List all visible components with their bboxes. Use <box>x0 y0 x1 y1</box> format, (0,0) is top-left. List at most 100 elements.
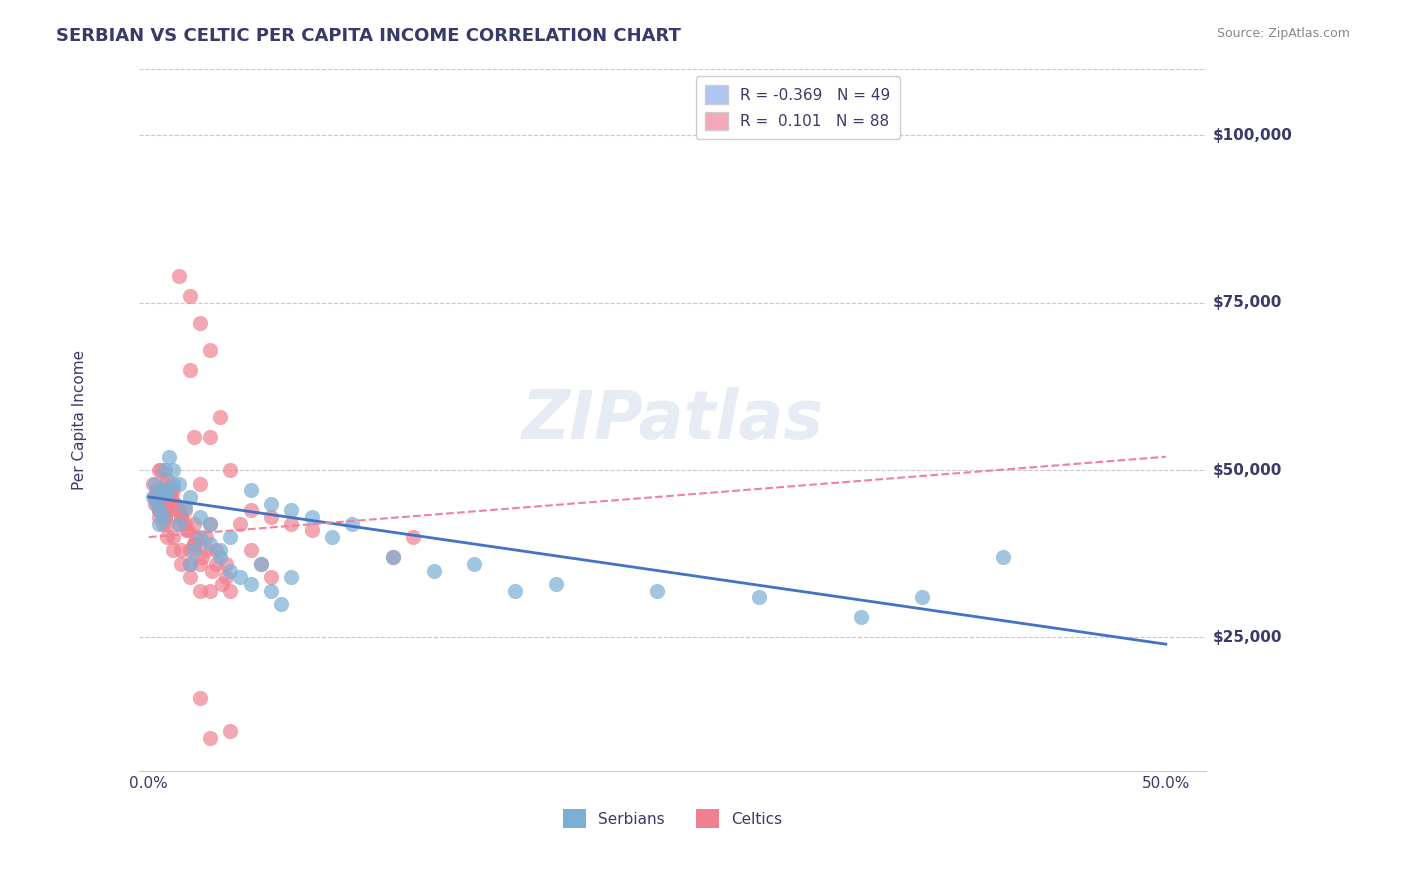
Point <box>183 537 205 551</box>
Point <box>179 289 201 303</box>
Point <box>179 557 201 571</box>
Point <box>260 497 283 511</box>
Point <box>156 530 179 544</box>
Point <box>143 490 166 504</box>
Point <box>146 483 169 498</box>
Point <box>188 530 211 544</box>
Point <box>166 503 188 517</box>
Point <box>402 530 425 544</box>
Point <box>157 450 180 464</box>
Point <box>156 503 179 517</box>
Point <box>170 510 193 524</box>
Point <box>157 483 180 498</box>
Point <box>183 543 205 558</box>
Point <box>301 510 323 524</box>
Point <box>170 510 193 524</box>
Point <box>183 430 205 444</box>
Point <box>260 510 283 524</box>
Point <box>153 463 176 477</box>
Text: $75,000: $75,000 <box>1212 295 1282 310</box>
Point <box>169 516 191 531</box>
Point <box>160 490 183 504</box>
Text: Source: ZipAtlas.com: Source: ZipAtlas.com <box>1216 27 1350 40</box>
Point <box>179 543 201 558</box>
Point <box>162 463 184 477</box>
Point <box>148 510 170 524</box>
Point <box>170 557 193 571</box>
Point <box>183 537 205 551</box>
Point <box>229 516 252 531</box>
Point <box>208 409 231 424</box>
Point <box>152 490 174 504</box>
Point <box>156 486 179 500</box>
Point <box>143 476 166 491</box>
Point <box>179 557 201 571</box>
Point <box>184 530 207 544</box>
Point <box>179 490 201 504</box>
Point <box>201 564 224 578</box>
Point <box>205 557 228 571</box>
Point <box>174 503 197 517</box>
Point <box>503 583 526 598</box>
Point <box>188 557 211 571</box>
Point <box>150 503 173 517</box>
Point <box>148 463 170 477</box>
Point <box>321 530 343 544</box>
Point <box>647 583 669 598</box>
Point <box>301 524 323 538</box>
Text: $50,000: $50,000 <box>1212 463 1282 477</box>
Point <box>165 497 187 511</box>
Point <box>157 497 180 511</box>
Point <box>153 510 176 524</box>
Point <box>198 516 221 531</box>
Point <box>156 516 179 531</box>
Text: Per Capita Income: Per Capita Income <box>73 350 87 490</box>
Point <box>179 570 201 584</box>
Point <box>198 731 221 745</box>
Point <box>239 543 262 558</box>
Point <box>219 583 242 598</box>
Point <box>422 564 444 578</box>
Point <box>176 524 198 538</box>
Point <box>142 476 165 491</box>
Point <box>219 463 242 477</box>
Point <box>162 530 184 544</box>
Point <box>544 577 567 591</box>
Point <box>153 483 176 498</box>
Point <box>146 497 169 511</box>
Point <box>991 550 1014 565</box>
Point <box>156 473 179 487</box>
Point <box>748 591 770 605</box>
Point <box>179 363 201 377</box>
Point <box>169 268 191 283</box>
Point <box>205 543 228 558</box>
Text: $100,000: $100,000 <box>1212 128 1292 143</box>
Point <box>152 516 174 531</box>
Point <box>194 530 217 544</box>
Point <box>169 516 191 531</box>
Point <box>150 463 173 477</box>
Point <box>148 516 170 531</box>
Point <box>148 503 170 517</box>
Point <box>239 577 262 591</box>
Point <box>260 583 283 598</box>
Point <box>198 343 221 357</box>
Point <box>911 591 934 605</box>
Point <box>270 597 292 611</box>
Point <box>188 510 211 524</box>
Point <box>188 690 211 705</box>
Point <box>280 516 302 531</box>
Point <box>143 490 166 504</box>
Point <box>143 497 166 511</box>
Point <box>176 524 198 538</box>
Point <box>174 516 197 531</box>
Point <box>153 510 176 524</box>
Point <box>152 510 174 524</box>
Point <box>142 490 165 504</box>
Point <box>169 476 191 491</box>
Point <box>219 564 242 578</box>
Point <box>215 570 238 584</box>
Point <box>169 503 191 517</box>
Point <box>849 610 872 624</box>
Text: ZIPatlas: ZIPatlas <box>522 387 824 453</box>
